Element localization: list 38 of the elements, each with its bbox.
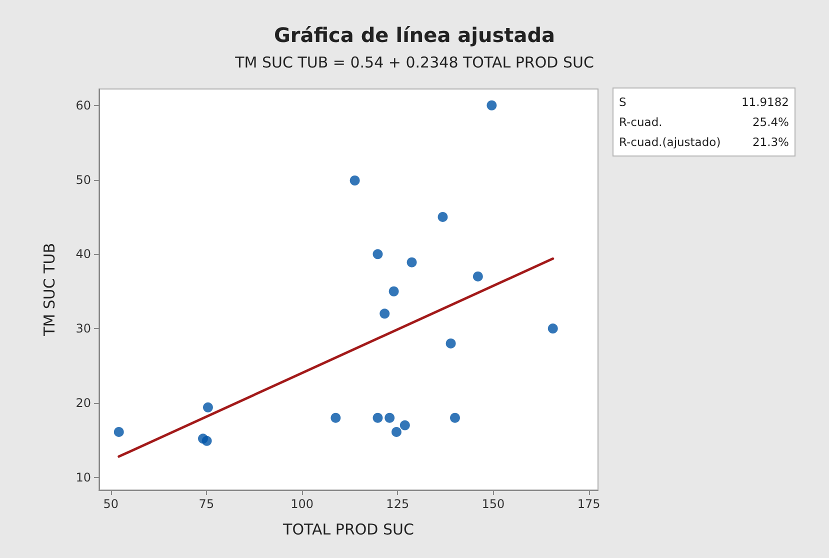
point <box>380 308 390 319</box>
y-axis-title: TM SUC TUB <box>40 242 58 338</box>
x-tick-label: 125 <box>386 497 410 511</box>
x-tick-label: 175 <box>577 497 600 511</box>
point <box>392 426 402 437</box>
x-tick-label: 150 <box>482 497 505 511</box>
x-tick-label: 50 <box>103 497 118 511</box>
y-tick-label: 60 <box>76 98 91 112</box>
point <box>202 402 213 412</box>
point <box>384 412 395 423</box>
point <box>400 420 410 430</box>
point <box>406 257 417 268</box>
point <box>372 412 383 423</box>
point <box>372 249 383 260</box>
point <box>202 436 212 446</box>
text: S 11.9182 <box>619 95 789 109</box>
point <box>330 412 341 423</box>
y-tick-label: 50 <box>76 172 91 187</box>
point <box>548 324 558 334</box>
point <box>486 100 497 110</box>
point <box>350 176 360 186</box>
point <box>472 271 483 282</box>
text: R-cuad. 25.4% <box>619 115 789 129</box>
point <box>438 212 448 222</box>
x-tick-label: 75 <box>198 497 214 511</box>
y-tick-label: 20 <box>76 396 91 410</box>
point <box>446 338 456 348</box>
point <box>450 412 460 423</box>
text: R-cuad.(ajustado) 21.3% <box>619 135 789 149</box>
chart-subtitle: TM SUC TUB = 0.54 + 0.2348 TOTAL PROD SUC <box>234 54 594 72</box>
chart-title: Gráfica de línea ajustada <box>274 23 556 47</box>
x-tick-label: 100 <box>290 497 314 511</box>
y-tick-label: 40 <box>76 247 91 262</box>
point <box>388 286 399 296</box>
x-axis-title: TOTAL PROD SUC <box>282 520 414 538</box>
y-tick-label: 30 <box>76 322 91 336</box>
y-tick-label: 10 <box>76 470 91 484</box>
point <box>114 426 124 437</box>
